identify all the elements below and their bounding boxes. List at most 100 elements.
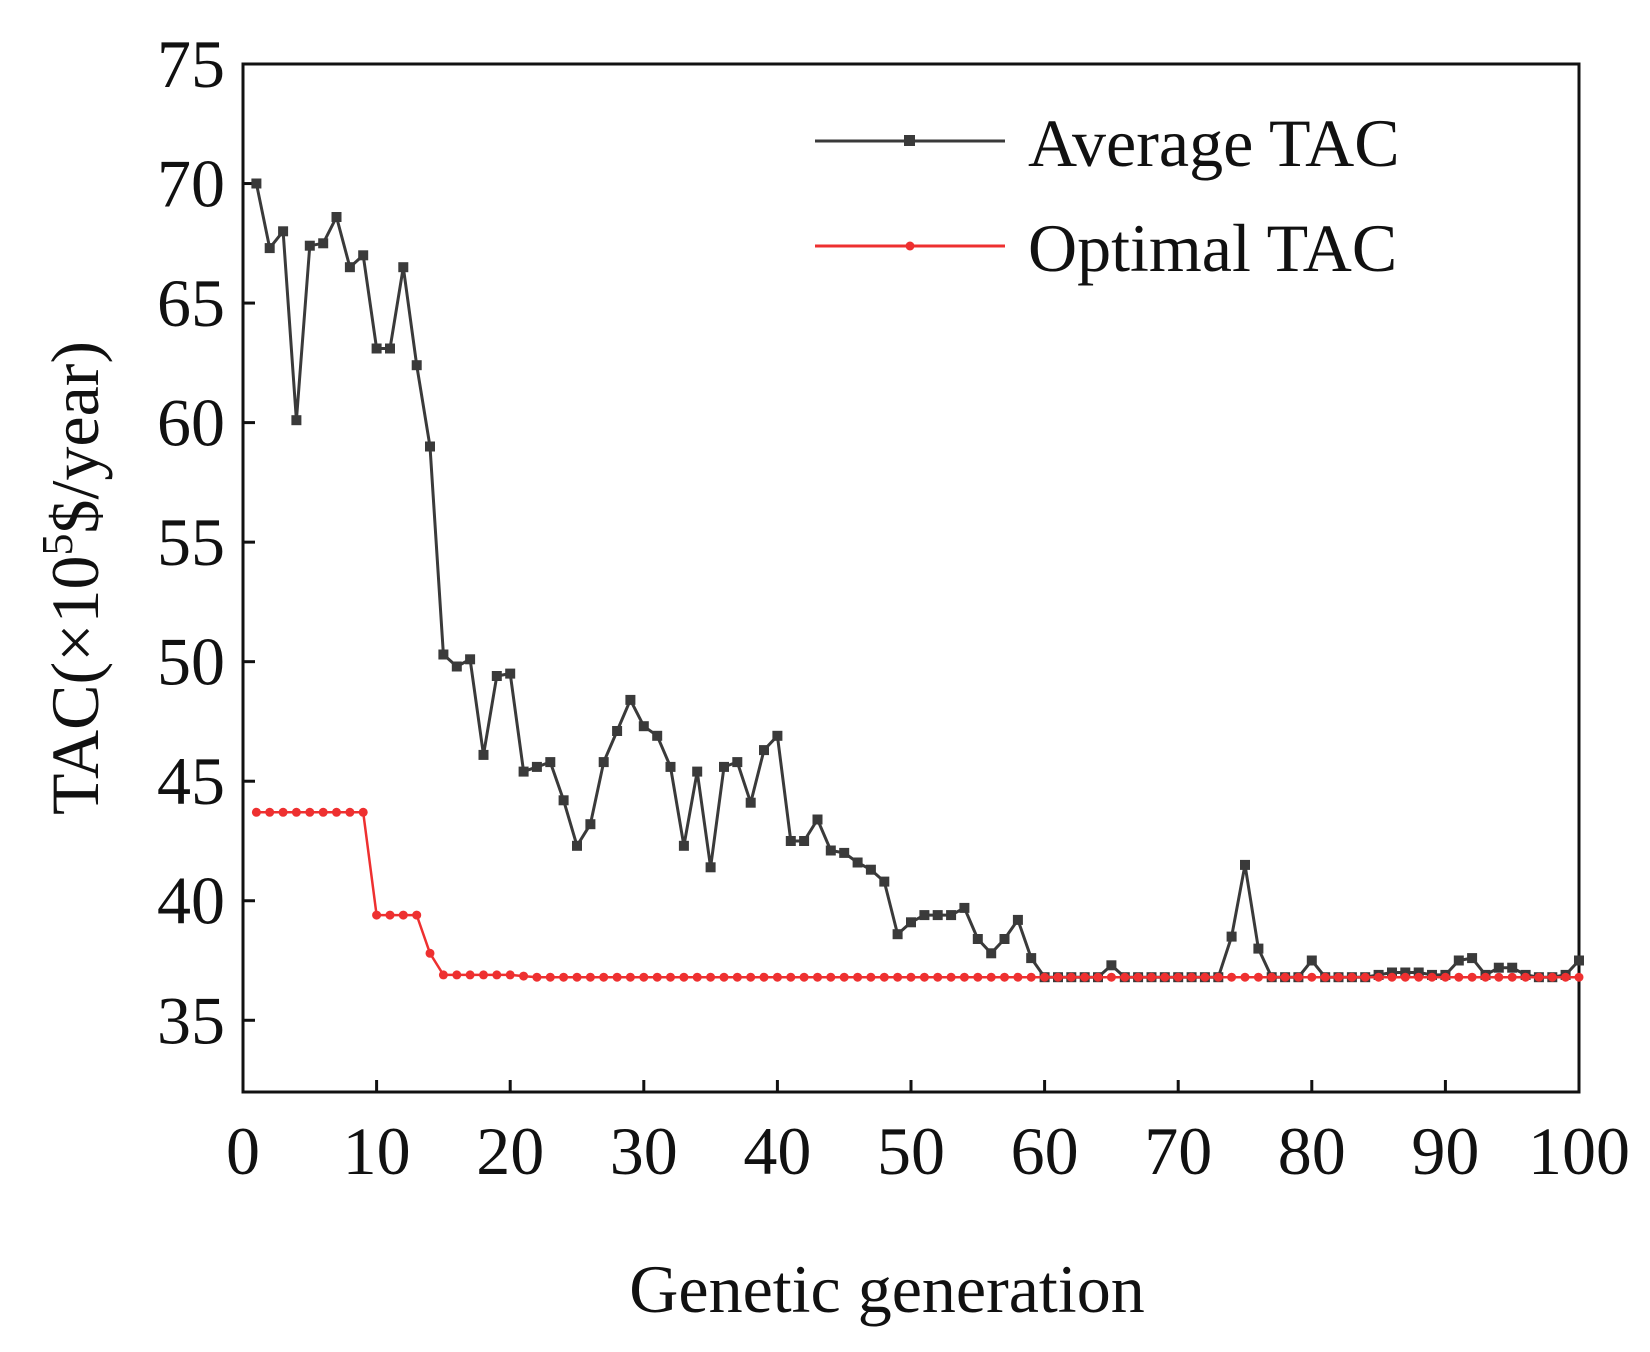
legend-swatch-optimal-marker — [905, 241, 915, 251]
data-point-optimal-tac — [532, 972, 542, 982]
data-point-optimal-tac — [692, 972, 702, 982]
data-point-average-tac — [865, 864, 876, 875]
data-point-optimal-tac — [465, 970, 475, 980]
data-point-average-tac — [1306, 955, 1317, 966]
data-point-average-tac — [932, 910, 943, 921]
legend-label-optimal: Optimal TAC — [1028, 210, 1397, 286]
data-point-optimal-tac — [946, 972, 956, 982]
data-point-average-tac — [278, 226, 289, 237]
data-point-optimal-tac — [1040, 972, 1050, 982]
data-point-optimal-tac — [1347, 972, 1357, 982]
x-tick-label: 60 — [1011, 1113, 1079, 1189]
data-point-average-tac — [678, 840, 689, 851]
y-tick-label: 40 — [157, 863, 225, 939]
data-point-average-tac — [491, 671, 502, 681]
data-point-optimal-tac — [1481, 972, 1490, 982]
data-point-average-tac — [304, 240, 315, 251]
data-point-average-tac — [1574, 955, 1584, 966]
data-point-average-tac — [986, 948, 997, 959]
y-tick-label: 70 — [157, 146, 225, 222]
data-point-optimal-tac — [1320, 972, 1330, 982]
data-point-average-tac — [692, 766, 703, 777]
data-point-average-tac — [1106, 960, 1117, 971]
data-point-optimal-tac — [332, 807, 341, 817]
data-point-average-tac — [879, 876, 890, 887]
data-point-optimal-tac — [906, 972, 916, 982]
data-point-optimal-tac — [612, 972, 622, 982]
data-point-optimal-tac — [599, 972, 609, 982]
data-point-average-tac — [318, 238, 329, 249]
data-point-optimal-tac — [1360, 972, 1370, 982]
data-point-optimal-tac — [1534, 972, 1544, 982]
data-point-optimal-tac — [1120, 972, 1130, 982]
data-point-optimal-tac — [291, 807, 301, 817]
data-point-optimal-tac — [251, 807, 261, 817]
data-point-average-tac — [1226, 931, 1237, 942]
y-tick-label: 45 — [157, 743, 225, 819]
data-point-optimal-tac — [1280, 972, 1290, 982]
y-axis-title-main: TAC(×10 — [37, 555, 113, 815]
data-point-optimal-tac — [1547, 972, 1557, 982]
data-point-average-tac — [825, 845, 836, 856]
data-point-optimal-tac — [1066, 972, 1076, 982]
y-tick-label: 65 — [157, 265, 225, 341]
data-point-optimal-tac — [1093, 972, 1103, 982]
data-point-optimal-tac — [1053, 972, 1063, 982]
data-point-optimal-tac — [933, 972, 943, 982]
data-point-average-tac — [1493, 962, 1504, 973]
data-point-optimal-tac — [986, 972, 996, 982]
data-point-optimal-tac — [1267, 972, 1277, 982]
data-point-average-tac — [946, 910, 957, 921]
data-point-optimal-tac — [1494, 972, 1504, 982]
data-point-average-tac — [264, 243, 275, 254]
data-point-average-tac — [919, 910, 930, 921]
data-point-optimal-tac — [719, 972, 729, 982]
data-point-average-tac — [1413, 967, 1424, 978]
data-point-average-tac — [705, 862, 716, 873]
y-tick-label: 60 — [157, 385, 225, 461]
data-point-average-tac — [812, 814, 823, 825]
data-point-optimal-tac — [412, 910, 422, 920]
data-point-average-tac — [999, 934, 1010, 944]
data-point-optimal-tac — [625, 972, 635, 982]
data-point-optimal-tac — [545, 972, 555, 982]
data-point-average-tac — [331, 212, 342, 222]
data-point-optimal-tac — [1574, 972, 1584, 982]
data-point-optimal-tac — [492, 970, 502, 980]
data-point-optimal-tac — [278, 807, 288, 817]
data-point-average-tac — [291, 415, 302, 426]
data-point-optimal-tac — [826, 972, 836, 982]
data-point-optimal-tac — [305, 807, 315, 817]
data-point-average-tac — [358, 250, 369, 261]
data-point-optimal-tac — [759, 972, 769, 982]
data-point-average-tac — [772, 730, 783, 741]
x-tick-label: 20 — [476, 1113, 544, 1189]
data-point-average-tac — [1400, 967, 1411, 978]
legend-swatch-average-marker — [904, 135, 915, 146]
x-tick-label: 30 — [610, 1113, 678, 1189]
x-tick-label: 100 — [1528, 1113, 1630, 1189]
data-point-optimal-tac — [813, 972, 822, 982]
series-line-average-tac — [254, 183, 1581, 979]
y-axis-title: TAC(×105$/year) — [33, 341, 113, 815]
data-point-average-tac — [385, 343, 395, 354]
data-point-average-tac — [478, 749, 489, 760]
data-point-optimal-tac — [1440, 972, 1450, 982]
data-point-average-tac — [545, 757, 556, 768]
data-point-optimal-tac — [1334, 972, 1343, 982]
x-tick-label: 80 — [1278, 1113, 1346, 1189]
data-point-optimal-tac — [1387, 972, 1397, 982]
data-point-optimal-tac — [452, 970, 462, 980]
data-point-optimal-tac — [1000, 972, 1009, 982]
series-average-tac — [251, 178, 1584, 983]
data-point-optimal-tac — [853, 972, 863, 982]
data-point-optimal-tac — [839, 972, 849, 982]
data-point-average-tac — [745, 797, 756, 808]
data-point-optimal-tac — [585, 972, 595, 982]
x-tick-label: 50 — [877, 1113, 945, 1189]
data-point-optimal-tac — [398, 910, 408, 920]
data-point-optimal-tac — [372, 910, 382, 920]
data-point-optimal-tac — [652, 972, 662, 982]
data-point-optimal-tac — [1374, 972, 1384, 982]
y-axis-title-superscript: 5 — [33, 533, 82, 555]
